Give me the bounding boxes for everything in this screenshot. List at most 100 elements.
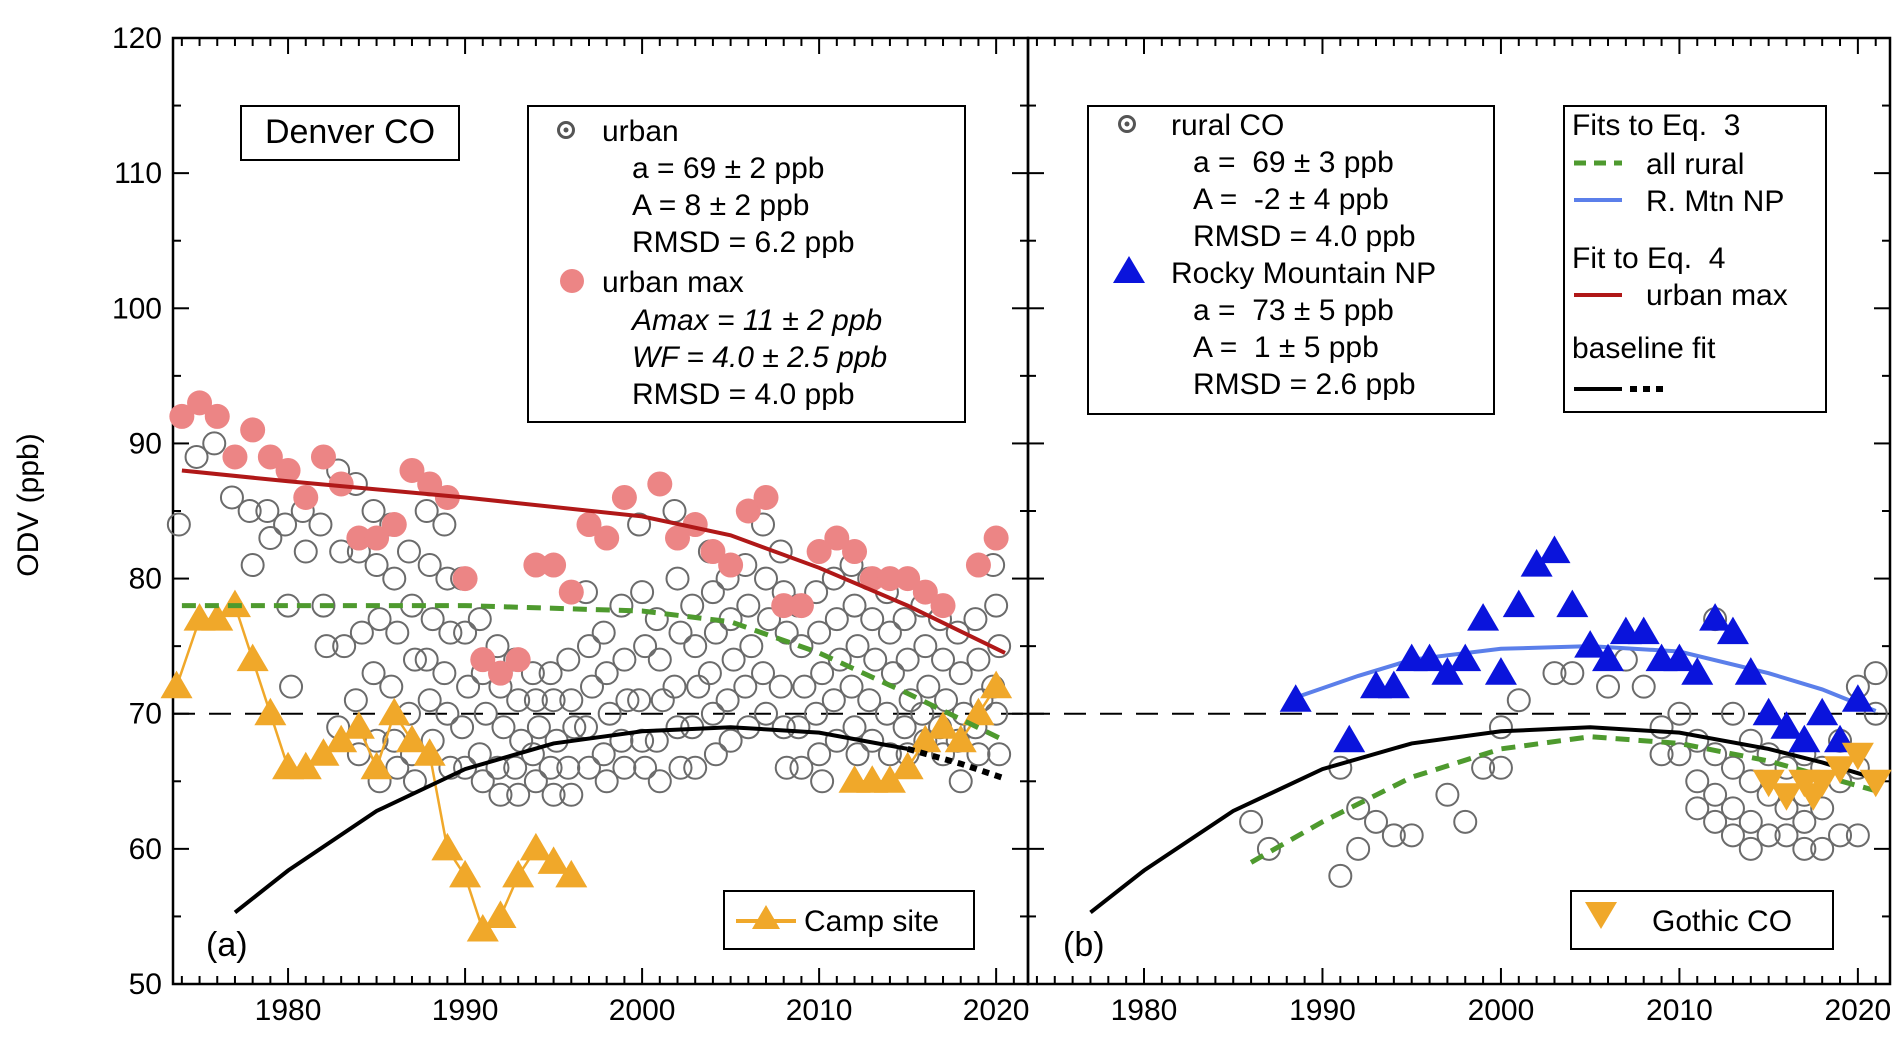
gothic-point bbox=[1752, 769, 1785, 798]
rmnp-point bbox=[1752, 697, 1785, 726]
rural-point bbox=[1346, 836, 1371, 861]
urban-point bbox=[647, 769, 672, 794]
y-tick-label: 120 bbox=[112, 22, 162, 55]
urban-point bbox=[736, 593, 761, 618]
urban-point bbox=[810, 769, 835, 794]
urban-point bbox=[311, 593, 336, 618]
camp-legend: Camp site bbox=[723, 890, 975, 950]
fit-all-rural-line bbox=[181, 603, 1007, 743]
urban-point bbox=[966, 742, 991, 767]
rural-point bbox=[1845, 823, 1870, 848]
urban-point bbox=[892, 715, 917, 740]
urban-point bbox=[948, 661, 973, 686]
urban-point bbox=[414, 647, 439, 672]
urban-point bbox=[293, 539, 318, 564]
urban-max-point bbox=[753, 484, 779, 510]
urban-point bbox=[420, 607, 445, 632]
rmnp-point bbox=[1770, 711, 1803, 739]
urban-point bbox=[751, 512, 776, 537]
urban-point bbox=[485, 634, 510, 659]
urban-point bbox=[807, 620, 832, 645]
rural-point bbox=[1810, 796, 1835, 821]
urban-point bbox=[644, 728, 669, 753]
urban-point bbox=[612, 755, 637, 780]
camp-site-point bbox=[325, 724, 358, 753]
rmnp-point bbox=[1734, 657, 1767, 685]
rural-point bbox=[1703, 782, 1728, 807]
urban-point bbox=[435, 701, 460, 726]
fits-legend-box bbox=[1563, 105, 1827, 413]
urban-point bbox=[432, 512, 457, 537]
rmnp-point bbox=[1449, 643, 1482, 672]
urban-point bbox=[396, 539, 421, 564]
baseline-fit-line bbox=[1089, 725, 1877, 914]
urban-point bbox=[892, 607, 917, 632]
x-tick-label: 2020 bbox=[1825, 994, 1892, 1027]
camp-site-point bbox=[502, 859, 535, 888]
rmnp-point bbox=[1788, 724, 1821, 753]
urban-point bbox=[662, 674, 687, 699]
camp-site-point bbox=[342, 711, 375, 739]
urban-point bbox=[984, 593, 1009, 618]
urban-point bbox=[343, 688, 368, 713]
rural-point bbox=[1560, 661, 1585, 686]
x-tick-label: 2000 bbox=[1468, 994, 1535, 1027]
urban-point bbox=[237, 499, 262, 523]
urban-max-point bbox=[558, 579, 584, 605]
panel-b-label: (b) bbox=[1063, 926, 1105, 964]
x-tick-label: 1980 bbox=[1111, 994, 1178, 1027]
urban-point bbox=[576, 634, 601, 659]
urban-point bbox=[824, 607, 849, 632]
urban-max-point bbox=[328, 471, 354, 497]
x-tick-label: 1990 bbox=[432, 994, 499, 1027]
legend-urban-a: a = 69 ± 2 ppb bbox=[632, 152, 824, 185]
gothic-point bbox=[1859, 769, 1892, 798]
rural-point bbox=[1542, 661, 1567, 686]
rural-point bbox=[1631, 674, 1656, 699]
camp-site-point bbox=[289, 751, 322, 780]
urban-point bbox=[385, 620, 410, 645]
urban-point bbox=[456, 674, 481, 699]
urban-max-point bbox=[718, 552, 744, 578]
rural-point bbox=[1346, 796, 1371, 821]
camp-site-point bbox=[360, 751, 393, 780]
rmnp-point bbox=[1574, 630, 1607, 658]
urban-point bbox=[845, 634, 870, 659]
urban-point bbox=[633, 755, 658, 780]
urban-max-point bbox=[346, 525, 372, 551]
urban-max-point bbox=[505, 647, 531, 673]
urban-point bbox=[630, 580, 655, 605]
fits-rmtn: R. Mtn NP bbox=[1646, 185, 1784, 218]
urban-series bbox=[166, 431, 1012, 807]
urban-max-point bbox=[275, 457, 301, 483]
rural-point bbox=[1239, 809, 1264, 834]
urban-point bbox=[382, 566, 407, 591]
panel-a-legend: urban a = 69 ± 2 ppb A = 8 ± 2 ppb RMSD … bbox=[527, 105, 966, 423]
rural-point bbox=[1863, 661, 1888, 686]
urban-max-point bbox=[824, 525, 850, 551]
urban-point bbox=[839, 674, 864, 699]
urban-point bbox=[683, 634, 708, 659]
panel-a-x-tick-labels: 1980 1990 2000 2010 2020 bbox=[255, 994, 1030, 1027]
rural-point bbox=[1667, 742, 1692, 767]
urban-point bbox=[686, 674, 711, 699]
urban-point bbox=[541, 782, 566, 807]
panel-a-ticks bbox=[173, 37, 1028, 985]
y-tick-label: 80 bbox=[129, 563, 162, 596]
urban-point bbox=[792, 674, 817, 699]
urban-max-point bbox=[204, 403, 230, 429]
urban-point bbox=[314, 634, 339, 659]
rmnp-point bbox=[1663, 643, 1696, 672]
urban-point bbox=[733, 674, 758, 699]
urban-max-point bbox=[541, 552, 567, 578]
rural-point bbox=[1667, 701, 1692, 726]
camp-site-point bbox=[873, 765, 906, 793]
camp-site-point bbox=[395, 724, 428, 753]
camp-site-point bbox=[944, 724, 977, 753]
urban-point bbox=[697, 661, 722, 686]
urban-max-point bbox=[417, 471, 443, 497]
rural-point bbox=[1649, 715, 1674, 740]
panel-a-fits bbox=[181, 468, 1007, 914]
urban-point bbox=[470, 769, 495, 794]
fits-all-rural: all rural bbox=[1646, 148, 1744, 181]
